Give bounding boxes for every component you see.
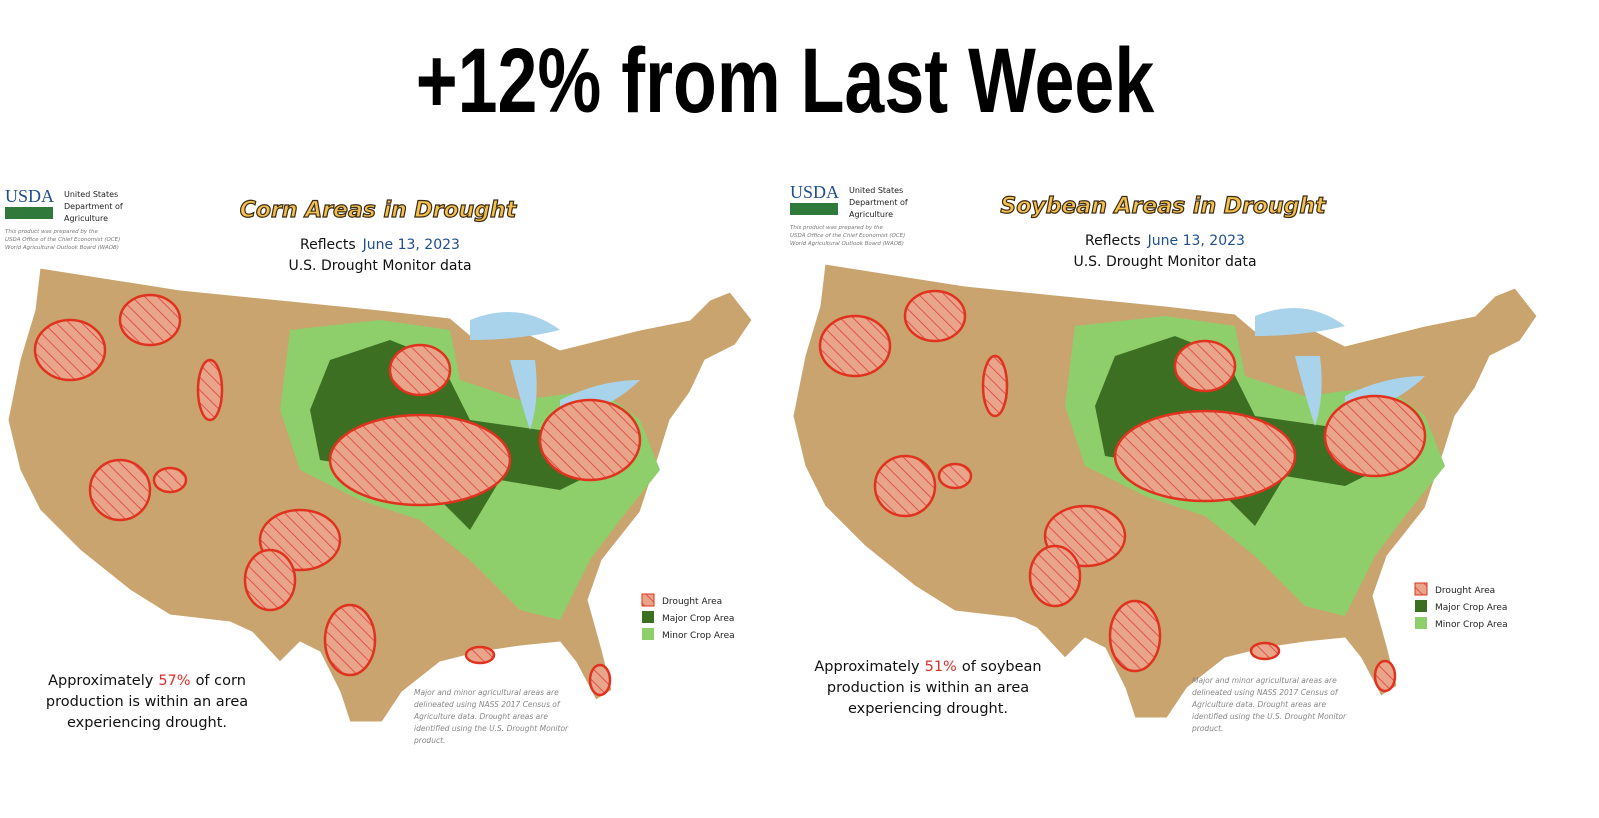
method-note: delineated using NASS 2017 Census of — [1192, 688, 1339, 697]
summary-percent: 57% — [158, 673, 190, 689]
logo-stripe — [5, 207, 53, 219]
summary-line: Approximately 51% of soybean — [814, 659, 1041, 675]
reflects-line: Reflects June 13, 2023 — [1085, 233, 1245, 249]
agency-name: Department of — [849, 198, 908, 207]
method-note: product. — [413, 736, 445, 745]
method-note: identified using the U.S. Drought Monito… — [1192, 712, 1347, 721]
summary-text: experiencing drought. — [848, 701, 1008, 717]
panels: USDA United States Department of Agricultur… — [5, 182, 1537, 745]
legend-swatch — [1414, 582, 1428, 596]
us-map — [793, 264, 1537, 718]
source-line: U.S. Drought Monitor data — [1073, 254, 1256, 270]
reflects-label: Reflects — [300, 237, 356, 253]
agency-credit: USDA Office of the Chief Economist (OCE) — [790, 233, 905, 239]
legend-label: Minor Crop Area — [1435, 620, 1508, 630]
summary-text: experiencing drought. — [67, 715, 227, 731]
agency-name: Agriculture — [64, 214, 108, 223]
agency-credit: World Agricultural Outlook Board (WAOB) — [790, 241, 904, 247]
method-note: Agriculture data. Drought areas are — [413, 712, 548, 721]
us-map — [8, 268, 752, 722]
summary-line: Approximately 57% of corn — [48, 673, 246, 689]
method-note: product. — [1191, 724, 1223, 733]
legend-swatch — [641, 593, 655, 607]
agency-credit: This product was prepared by the — [790, 225, 884, 231]
summary-text: Approximately — [814, 659, 920, 675]
summary-line: production is within an area — [827, 680, 1029, 696]
agency-credit: USDA Office of the Chief Economist (OCE) — [5, 237, 120, 243]
agency-logo: USDA — [790, 182, 839, 202]
legend-label: Minor Crop Area — [662, 631, 735, 641]
agency-credit: World Agricultural Outlook Board (WAOB) — [5, 245, 119, 251]
agency-name: United States — [64, 190, 118, 199]
legend-swatch — [642, 611, 654, 623]
reflects-date: June 13, 2023 — [1147, 233, 1245, 249]
summary-text: of corn — [196, 673, 246, 689]
method-note: Agriculture data. Drought areas are — [1191, 700, 1326, 709]
legend-swatch — [642, 628, 654, 640]
method-note: Major and minor agricultural areas are — [414, 688, 559, 697]
agency-logo: USDA — [5, 186, 54, 206]
map-title: Corn Areas in Drought — [240, 198, 518, 223]
page-title: +12% from Last Week — [416, 29, 1155, 132]
reflects-date: June 13, 2023 — [362, 237, 460, 253]
summary-text: Approximately — [48, 673, 154, 689]
legend-swatch — [1415, 617, 1427, 629]
legend-label: Drought Area — [1435, 586, 1495, 596]
method-note: Major and minor agricultural areas are — [1192, 676, 1337, 685]
method-note: delineated using NASS 2017 Census of — [414, 700, 561, 709]
summary-text: production is within an area — [827, 680, 1029, 696]
summary-line: experiencing drought. — [848, 701, 1008, 717]
map-panel: USDA United States Department of Agricultur… — [790, 182, 1537, 733]
reflects-line: Reflects June 13, 2023 — [300, 237, 460, 253]
summary-line: experiencing drought. — [67, 715, 227, 731]
map-title: Soybean Areas in Drought — [1000, 194, 1327, 219]
agency-name: Agriculture — [849, 210, 893, 219]
logo-stripe — [790, 203, 838, 215]
reflects-label: Reflects — [1085, 233, 1141, 249]
agency-name: United States — [849, 186, 903, 195]
legend-label: Major Crop Area — [662, 614, 734, 624]
method-note: identified using the U.S. Drought Monito… — [414, 724, 569, 733]
legend-label: Major Crop Area — [1435, 603, 1507, 613]
summary-line: production is within an area — [46, 694, 248, 710]
summary-percent: 51% — [925, 659, 957, 675]
agency-credit: This product was prepared by the — [5, 229, 99, 235]
legend-swatch — [1415, 600, 1427, 612]
map-panel: USDA United States Department of Agricultur… — [5, 186, 752, 745]
agency-name: Department of — [64, 202, 123, 211]
legend-label: Drought Area — [662, 597, 722, 607]
summary-text: of soybean — [962, 659, 1042, 675]
source-line: U.S. Drought Monitor data — [288, 258, 471, 274]
summary-text: production is within an area — [46, 694, 248, 710]
